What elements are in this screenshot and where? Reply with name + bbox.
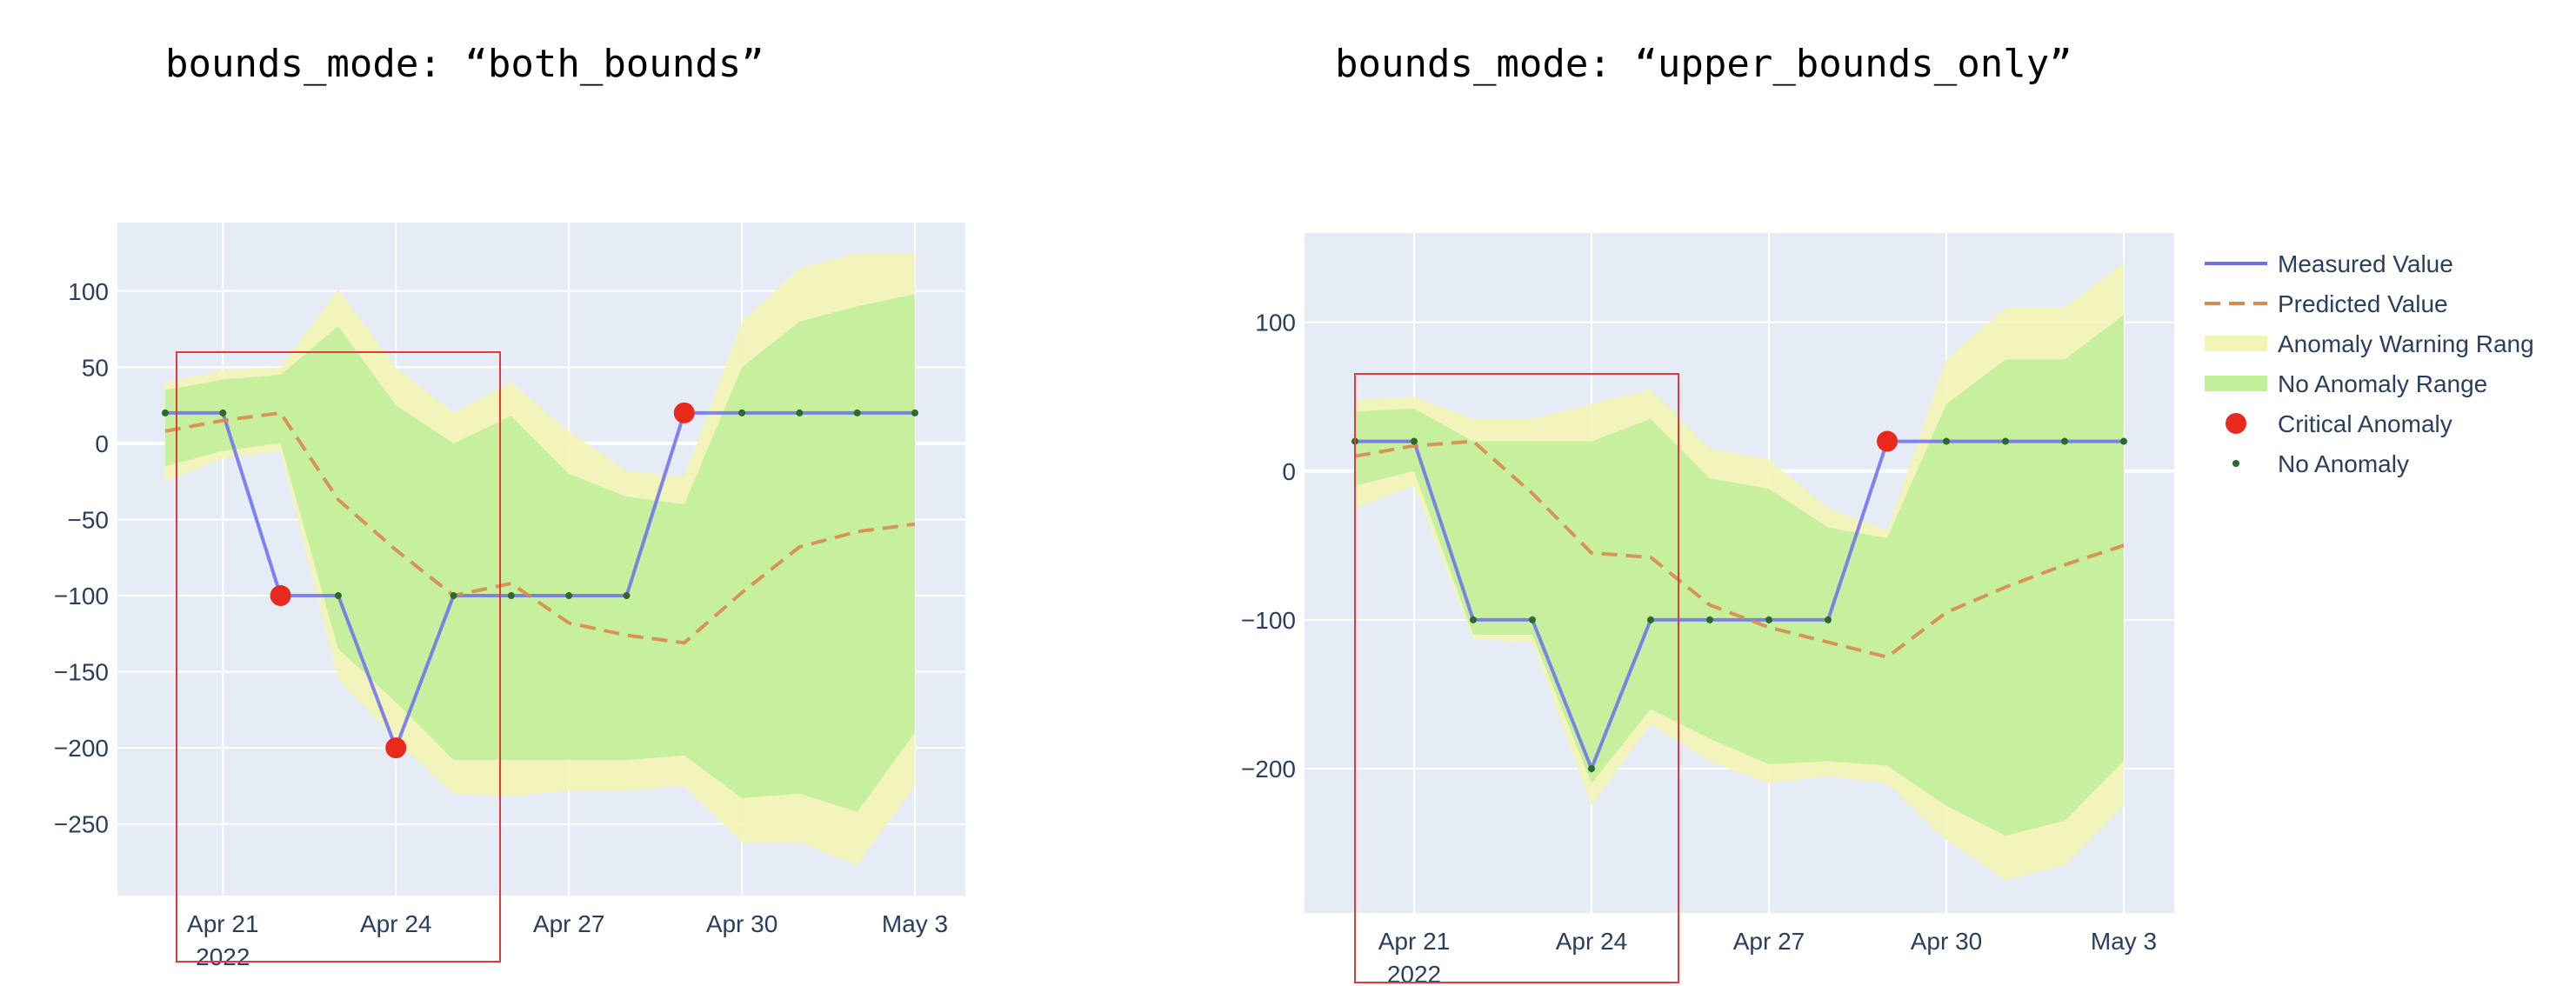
x-tick-label: Apr 30 — [706, 910, 778, 937]
y-tick-label: 100 — [68, 278, 109, 305]
no-anomaly-point — [334, 592, 342, 600]
chart-title: bounds_mode: “upper_bounds_only” — [1335, 42, 2072, 86]
y-tick-label: −150 — [54, 659, 109, 686]
chart-title: bounds_mode: “both_bounds” — [165, 42, 764, 86]
no-anomaly-point — [565, 592, 573, 600]
y-tick-label: −100 — [1241, 607, 1296, 634]
legend-label: Measured Value — [2278, 250, 2453, 277]
no-anomaly-point — [162, 409, 169, 416]
no-anomaly-point — [1647, 616, 1654, 623]
no-anomaly-point — [1529, 616, 1536, 623]
measured-value-line — [1355, 439, 2124, 774]
y-tick-label: −50 — [68, 506, 110, 533]
legend-warning-swatch — [2205, 336, 2267, 351]
x-tick-label: Apr 27 — [533, 910, 605, 937]
x-tick-label: Apr 21 — [1378, 928, 1451, 955]
no-anomaly-point — [219, 409, 227, 416]
x-tick-label: May 3 — [882, 910, 948, 937]
no-anomaly-point — [2002, 437, 2009, 445]
x-tick-label: Apr 24 — [1556, 928, 1628, 955]
no-anomaly-point — [1470, 616, 1477, 623]
no-anomaly-point — [1765, 616, 1772, 623]
x-tick-label: Apr 21 — [187, 910, 259, 937]
chart-upper-bounds-only: bounds_mode: “upper_bounds_only” 100 0 −100… — [1241, 42, 2174, 986]
no-anomaly-band — [165, 294, 915, 812]
legend-ok-swatch — [2205, 376, 2267, 391]
no-anomaly-point — [1825, 616, 1832, 623]
critical-anomaly-point — [270, 585, 291, 607]
y-tick-label: −250 — [54, 811, 109, 838]
legend-no-anomaly-swatch — [2232, 460, 2239, 467]
chart-both-bounds: bounds_mode: “both_bounds” 100 50 0 −50 −100 −… — [54, 42, 965, 970]
no-anomaly-point — [1706, 616, 1713, 623]
y-tick-label: 50 — [82, 354, 109, 381]
y-tick-label: −200 — [1241, 756, 1296, 783]
no-anomaly-point — [450, 592, 457, 600]
y-tick-label: 0 — [1282, 458, 1296, 485]
predicted-value-line — [1354, 439, 2125, 659]
no-anomaly-point — [796, 409, 804, 416]
legend-label: Critical Anomaly — [2278, 410, 2453, 437]
x-tick-label: Apr 24 — [360, 910, 432, 937]
no-anomaly-point — [2120, 437, 2127, 445]
y-tick-label: 100 — [1255, 310, 1296, 336]
no-anomaly-point — [1411, 437, 1418, 445]
critical-anomaly-point — [673, 402, 695, 423]
legend-label: Predicted Value — [2278, 290, 2448, 317]
critical-anomaly-point — [385, 737, 407, 759]
no-anomaly-point — [623, 592, 631, 600]
critical-anomaly-point — [1877, 430, 1898, 452]
no-anomaly-point — [1588, 765, 1595, 773]
no-anomaly-point — [911, 409, 918, 416]
predicted-value-line — [164, 410, 916, 645]
no-anomaly-point — [2061, 437, 2068, 445]
y-tick-label: −100 — [54, 583, 109, 610]
legend-label: Anomaly Warning Rang — [2278, 330, 2534, 357]
no-anomaly-band — [1355, 315, 2124, 836]
no-anomaly-point — [738, 409, 746, 416]
legend-critical-swatch — [2226, 413, 2246, 434]
no-anomaly-point — [1943, 437, 1950, 445]
y-tick-label: −200 — [54, 735, 109, 762]
x-tick-label: May 3 — [2091, 928, 2157, 955]
no-anomaly-point — [853, 409, 861, 416]
highlight-box — [176, 351, 501, 963]
x-tick-label: Apr 30 — [1911, 928, 1983, 955]
legend-label: No Anomaly Range — [2278, 370, 2487, 397]
x-tick-label: Apr 27 — [1733, 928, 1805, 955]
legend-label: No Anomaly — [2278, 450, 2409, 477]
chart-legend: Measured Value Predicted Value Anomaly War… — [2205, 250, 2534, 477]
y-tick-label: 0 — [95, 430, 109, 457]
highlight-box — [1354, 373, 1679, 983]
no-anomaly-point — [507, 592, 515, 600]
x-tick-year-label: 2022 — [196, 943, 250, 970]
